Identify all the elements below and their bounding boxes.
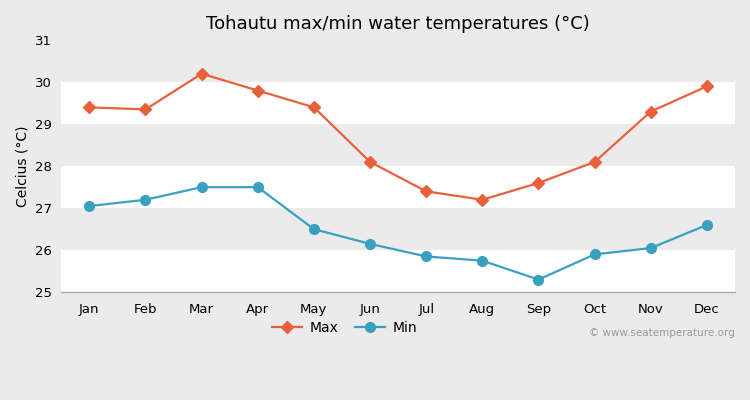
- Line: Min: Min: [85, 182, 712, 284]
- Min: [646, 246, 656, 250]
- Max: [141, 107, 150, 112]
- Bar: [62, 166, 735, 208]
- Bar: [62, 40, 735, 82]
- Bar: [62, 208, 735, 250]
- Text: © www.seatemperature.org: © www.seatemperature.org: [590, 328, 735, 338]
- Bar: [62, 82, 735, 124]
- Max: [534, 180, 543, 185]
- Min: [141, 197, 150, 202]
- Min: [85, 204, 94, 208]
- Min: [365, 242, 374, 246]
- Title: Tohautu max/min water temperatures (°C): Tohautu max/min water temperatures (°C): [206, 15, 590, 33]
- Min: [478, 258, 487, 263]
- Max: [478, 197, 487, 202]
- Max: [365, 160, 374, 164]
- Max: [85, 105, 94, 110]
- Bar: [62, 250, 735, 292]
- Max: [422, 189, 430, 194]
- Legend: Max, Min: Max, Min: [266, 316, 422, 341]
- Min: [534, 277, 543, 282]
- Y-axis label: Celcius (°C): Celcius (°C): [15, 125, 29, 207]
- Bar: [62, 124, 735, 166]
- Line: Max: Max: [86, 70, 711, 204]
- Min: [197, 185, 206, 190]
- Min: [310, 227, 319, 232]
- Max: [197, 71, 206, 76]
- Max: [310, 105, 319, 110]
- Min: [703, 222, 712, 227]
- Min: [422, 254, 430, 259]
- Max: [254, 88, 262, 93]
- Max: [590, 160, 599, 164]
- Min: [254, 185, 262, 190]
- Min: [590, 252, 599, 257]
- Max: [646, 109, 656, 114]
- Max: [703, 84, 712, 89]
